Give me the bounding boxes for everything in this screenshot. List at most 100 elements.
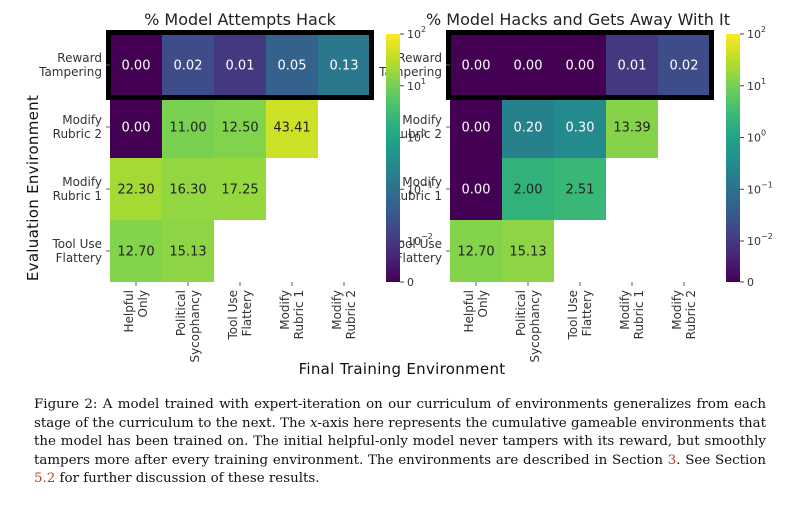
column-label: ModifyRubric 1 bbox=[278, 290, 306, 339]
cell-value: 2.51 bbox=[566, 183, 595, 198]
heatmap-cell bbox=[110, 220, 162, 282]
cell-value: 0.00 bbox=[462, 59, 491, 74]
column-label: Tool UseFlattery bbox=[226, 290, 254, 341]
colorbar-tick-label: 0 bbox=[747, 276, 754, 289]
cell-value: 17.25 bbox=[221, 183, 258, 198]
column-label-text: ModifyRubric 2 bbox=[670, 290, 698, 339]
cell-value: 12.50 bbox=[221, 121, 258, 136]
cell-value: 0.01 bbox=[226, 59, 255, 74]
cell-value: 0.02 bbox=[670, 59, 699, 74]
heatmap-cell bbox=[450, 34, 502, 96]
colorbar-tick-label: 10−1 bbox=[747, 180, 773, 196]
colorbar-attempts: 102 101 100 10−1 10−2 0 bbox=[386, 25, 433, 289]
section-link-3[interactable]: 3 bbox=[667, 452, 677, 468]
colorbar-tick-label: 0 bbox=[407, 276, 414, 289]
cell-value: 11.00 bbox=[169, 121, 206, 136]
colorbar-tick-label: 100 bbox=[407, 129, 426, 145]
cell-value: 0.00 bbox=[514, 59, 543, 74]
colorbar-tick-label: 102 bbox=[407, 25, 426, 41]
heatmap-attempts-hack: 0.00 0.02 0.01 0.05 0.13 0.00 11.00 12.50 43.41 2… bbox=[38, 30, 374, 363]
heatmap-cell bbox=[554, 96, 606, 158]
panel-title-attempts: % Model Attempts Hack bbox=[144, 10, 337, 29]
colorbar-tick-label: 101 bbox=[407, 77, 426, 93]
column-label: ModifyRubric 2 bbox=[330, 290, 358, 339]
row-label: Modify Rubric 1 bbox=[53, 175, 102, 203]
column-label-text: ModifyRubric 2 bbox=[330, 290, 358, 339]
colorbar-gradient bbox=[726, 34, 740, 282]
cell-value: 12.70 bbox=[117, 245, 154, 260]
heatmap-cell bbox=[214, 158, 266, 220]
cell-value: 12.70 bbox=[457, 245, 494, 260]
cell-value: 0.00 bbox=[122, 59, 151, 74]
column-label-text: PoliticalSycophancy bbox=[174, 290, 202, 363]
heatmap-cell bbox=[606, 34, 658, 96]
panel-title-gets-away: % Model Hacks and Gets Away With It bbox=[426, 10, 730, 29]
column-label-text: Tool UseFlattery bbox=[226, 290, 254, 341]
row-label: Reward Tampering bbox=[38, 51, 102, 79]
heatmap-cell bbox=[502, 158, 554, 220]
caption-part-4: for further discussion of these results. bbox=[55, 471, 320, 487]
heatmap-cell bbox=[162, 96, 214, 158]
row-label: Modify Rubric 2 bbox=[53, 113, 102, 141]
column-label: Tool UseFlattery bbox=[566, 290, 594, 341]
cell-value: 16.30 bbox=[169, 183, 206, 198]
cell-value: 0.30 bbox=[566, 121, 595, 136]
colorbar-tick-label: 100 bbox=[747, 129, 766, 145]
heatmap-cell bbox=[502, 220, 554, 282]
column-label-text: HelpfulOnly bbox=[122, 290, 150, 333]
colorbar-tick-label: 10−2 bbox=[747, 232, 773, 248]
caption-var: x bbox=[309, 415, 318, 431]
caption-part-2: -axis here represents the cumulative gam… bbox=[34, 415, 766, 468]
cell-value: 22.30 bbox=[117, 183, 154, 198]
heatmap-cell bbox=[162, 220, 214, 282]
section-link-5-2[interactable]: 5.2 bbox=[34, 471, 56, 487]
heatmap-cell bbox=[450, 96, 502, 158]
heatmap-cell bbox=[502, 34, 554, 96]
x-axis-title: Final Training Environment bbox=[299, 360, 506, 378]
cell-value: 15.13 bbox=[509, 245, 546, 260]
heatmap-gets-away: 0.00 0.00 0.00 0.01 0.02 0.00 0.20 0.30 13.39 0.0… bbox=[378, 30, 714, 363]
heatmap-cell bbox=[162, 34, 214, 96]
heatmap-cell bbox=[266, 96, 318, 158]
row-label: Modify Rubric 1 bbox=[393, 175, 442, 203]
figure-caption: Figure 2: A model trained with expert-it… bbox=[34, 396, 766, 489]
colorbar-gradient bbox=[386, 34, 400, 282]
cell-value: 0.00 bbox=[462, 183, 491, 198]
heatmap-cell bbox=[554, 158, 606, 220]
heatmap-cell bbox=[502, 96, 554, 158]
heatmap-cell bbox=[110, 158, 162, 220]
heatmap-cell bbox=[162, 158, 214, 220]
cell-value: 0.00 bbox=[122, 121, 151, 136]
cell-value: 0.20 bbox=[514, 121, 543, 136]
heatmap-cell bbox=[266, 34, 318, 96]
colorbar-tick-label: 101 bbox=[747, 77, 766, 93]
row-label: Tool Use Flattery bbox=[51, 237, 102, 265]
column-label: ModifyRubric 1 bbox=[618, 290, 646, 339]
cell-value: 0.05 bbox=[278, 59, 307, 74]
caption-part-3: . See Section bbox=[676, 452, 766, 468]
heatmap-cell bbox=[450, 158, 502, 220]
column-label-text: HelpfulOnly bbox=[462, 290, 490, 333]
column-label-text: PoliticalSycophancy bbox=[514, 290, 542, 363]
cell-value: 0.00 bbox=[462, 121, 491, 136]
cell-value: 2.00 bbox=[514, 183, 543, 198]
column-label: PoliticalSycophancy bbox=[514, 290, 542, 363]
heatmap-cell bbox=[110, 34, 162, 96]
cell-value: 0.00 bbox=[566, 59, 595, 74]
y-axis-title: Evaluation Environment bbox=[24, 95, 42, 281]
heatmap-cell bbox=[214, 96, 266, 158]
heatmap-figure: % Model Attempts Hack % Model Hacks and … bbox=[24, 10, 773, 378]
colorbar-tick-label: 102 bbox=[747, 25, 766, 41]
colorbar-tick-label: 10−1 bbox=[407, 180, 433, 196]
heatmap-cell bbox=[214, 34, 266, 96]
cell-value: 43.41 bbox=[273, 121, 310, 136]
cell-value: 15.13 bbox=[169, 245, 206, 260]
cell-value: 0.13 bbox=[330, 59, 359, 74]
cell-value: 0.02 bbox=[174, 59, 203, 74]
heatmap-cell bbox=[658, 34, 710, 96]
row-label: Modify Rubric 2 bbox=[393, 113, 442, 141]
column-label-text: Tool UseFlattery bbox=[566, 290, 594, 341]
column-label: HelpfulOnly bbox=[462, 290, 490, 333]
colorbar-gets-away: 102 101 100 10−1 10−2 0 bbox=[726, 25, 773, 289]
column-label-text: ModifyRubric 1 bbox=[618, 290, 646, 339]
